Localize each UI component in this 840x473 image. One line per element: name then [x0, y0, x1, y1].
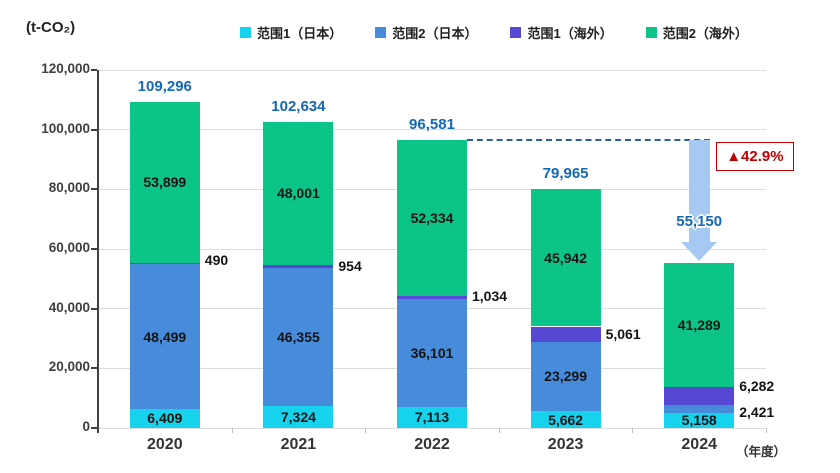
bar-segment-2021-s3	[263, 121, 334, 265]
segment-value-label: 52,334	[410, 209, 454, 226]
reduction-percentage-badge: ▲42.9%	[716, 141, 794, 171]
bar-segment-2020-s0	[129, 408, 200, 428]
reduction-arrow-head-icon	[681, 242, 718, 262]
y-tick-label: 40,000	[48, 299, 90, 315]
y-tick-label: 20,000	[48, 359, 90, 375]
legend-swatch-icon	[375, 27, 387, 38]
bar-segment-2021-s1	[263, 267, 334, 407]
legend-item-0: 范围1（日本）	[240, 23, 342, 42]
bar-segment-2022-s1	[397, 299, 467, 407]
x-axis-category-tick	[498, 428, 500, 433]
reduction-arrow-shaft	[688, 139, 710, 243]
y-tick-mark	[91, 248, 97, 250]
legend-label: 范围2（海外）	[662, 26, 748, 41]
x-axis-category-tick	[766, 428, 767, 433]
bar-segment-2024-s1	[664, 405, 735, 413]
bar-segment-2020-s3	[129, 101, 200, 263]
bar-segment-2020-s1	[129, 264, 200, 409]
bar-segment-2023-s2	[530, 326, 601, 342]
x-axis-unit-label: （年度）	[736, 445, 787, 459]
segment-value-label: 2,421	[739, 404, 775, 420]
gridline-100,000	[98, 129, 766, 131]
bar-segment-2021-s2	[263, 265, 334, 268]
segment-value-label: 5,061	[605, 326, 641, 343]
y-tick-label: 100,000	[41, 120, 90, 136]
y-axis-line	[97, 70, 99, 433]
segment-value-label: 41,289	[677, 317, 721, 334]
bar-segment-2024-s0	[664, 412, 735, 428]
x-axis-label-2020: 2020	[147, 436, 183, 453]
chart-legend: 范围1（日本） 范围2（日本） 范围1（海外） 范围2（海外）	[240, 23, 748, 42]
segment-value-label: 46,355	[276, 328, 320, 345]
bar-segment-2022-s0	[397, 406, 467, 428]
legend-item-3: 范围2（海外）	[645, 23, 748, 42]
gridline-0	[98, 427, 766, 429]
legend-swatch-icon	[645, 27, 657, 38]
bar-segment-2022-s3	[397, 139, 467, 296]
y-tick-label: 60,000	[48, 240, 90, 255]
legend-label: 范围1（日本）	[257, 26, 343, 41]
legend-label: 范围1（海外）	[527, 26, 613, 41]
y-tick-mark	[91, 307, 97, 310]
segment-value-label: 23,299	[544, 368, 587, 385]
bar-segment-2023-s0	[530, 411, 601, 428]
segment-value-label: 1,034	[472, 287, 508, 304]
bar-segment-2023-s1	[530, 341, 601, 412]
legend-item-2: 范围1（海外）	[510, 23, 613, 42]
legend-label: 范围2（日本）	[392, 26, 478, 41]
segment-value-label: 36,101	[410, 344, 454, 361]
segment-value-label: 5,662	[548, 411, 584, 428]
bar-segment-2024-s2	[664, 386, 735, 406]
segment-value-label: 48,001	[276, 185, 320, 202]
bar-total-label: 109,296	[137, 77, 192, 95]
x-axis-label-2022: 2022	[414, 436, 450, 453]
segment-value-label: 7,113	[414, 409, 450, 426]
gridline-120,000	[98, 69, 766, 71]
legend-item-1: 范围2（日本）	[375, 23, 477, 42]
segment-value-label: 45,942	[544, 249, 587, 266]
bar-segment-2022-s2	[397, 295, 467, 300]
bar-segment-2023-s3	[530, 189, 601, 327]
segment-value-label: 6,282	[739, 378, 775, 395]
y-tick-label: 80,000	[48, 180, 90, 196]
x-axis-category-tick	[365, 428, 367, 433]
bar-total-label: 79,965	[542, 165, 589, 183]
bar-segment-2020-s2	[129, 262, 200, 265]
segment-value-label: 954	[338, 258, 362, 275]
y-tick-label: 120,000	[41, 61, 90, 76]
legend-swatch-icon	[510, 27, 522, 38]
bar-total-label: 55,150	[676, 213, 723, 230]
y-tick-mark	[91, 69, 97, 71]
baseline-dashed-line	[467, 138, 711, 141]
x-axis-label-2023: 2023	[547, 436, 584, 453]
x-axis-label-2021: 2021	[280, 436, 317, 453]
y-tick-mark	[91, 188, 97, 191]
bar-segment-2021-s0	[263, 406, 334, 428]
x-axis-category-tick	[231, 428, 233, 433]
segment-value-label: 490	[204, 252, 229, 269]
y-tick-mark	[91, 427, 97, 429]
segment-value-label: 7,324	[280, 409, 316, 426]
segment-value-label: 5,158	[681, 412, 717, 429]
legend-swatch-icon	[240, 27, 251, 38]
y-tick-mark	[91, 367, 97, 370]
y-tick-label: 0	[82, 419, 90, 434]
x-axis-label-2024: 2024	[681, 436, 717, 453]
y-axis-unit-label: (t-CO₂)	[26, 19, 76, 36]
segment-value-label: 53,899	[143, 174, 187, 191]
y-tick-mark	[91, 128, 97, 131]
bar-segment-2024-s3	[664, 263, 735, 387]
segment-value-label: 48,499	[143, 328, 187, 345]
bar-total-label: 102,634	[271, 97, 326, 115]
bar-total-label: 96,581	[409, 115, 455, 133]
segment-value-label: 6,409	[147, 410, 183, 427]
x-axis-category-tick	[632, 428, 634, 433]
